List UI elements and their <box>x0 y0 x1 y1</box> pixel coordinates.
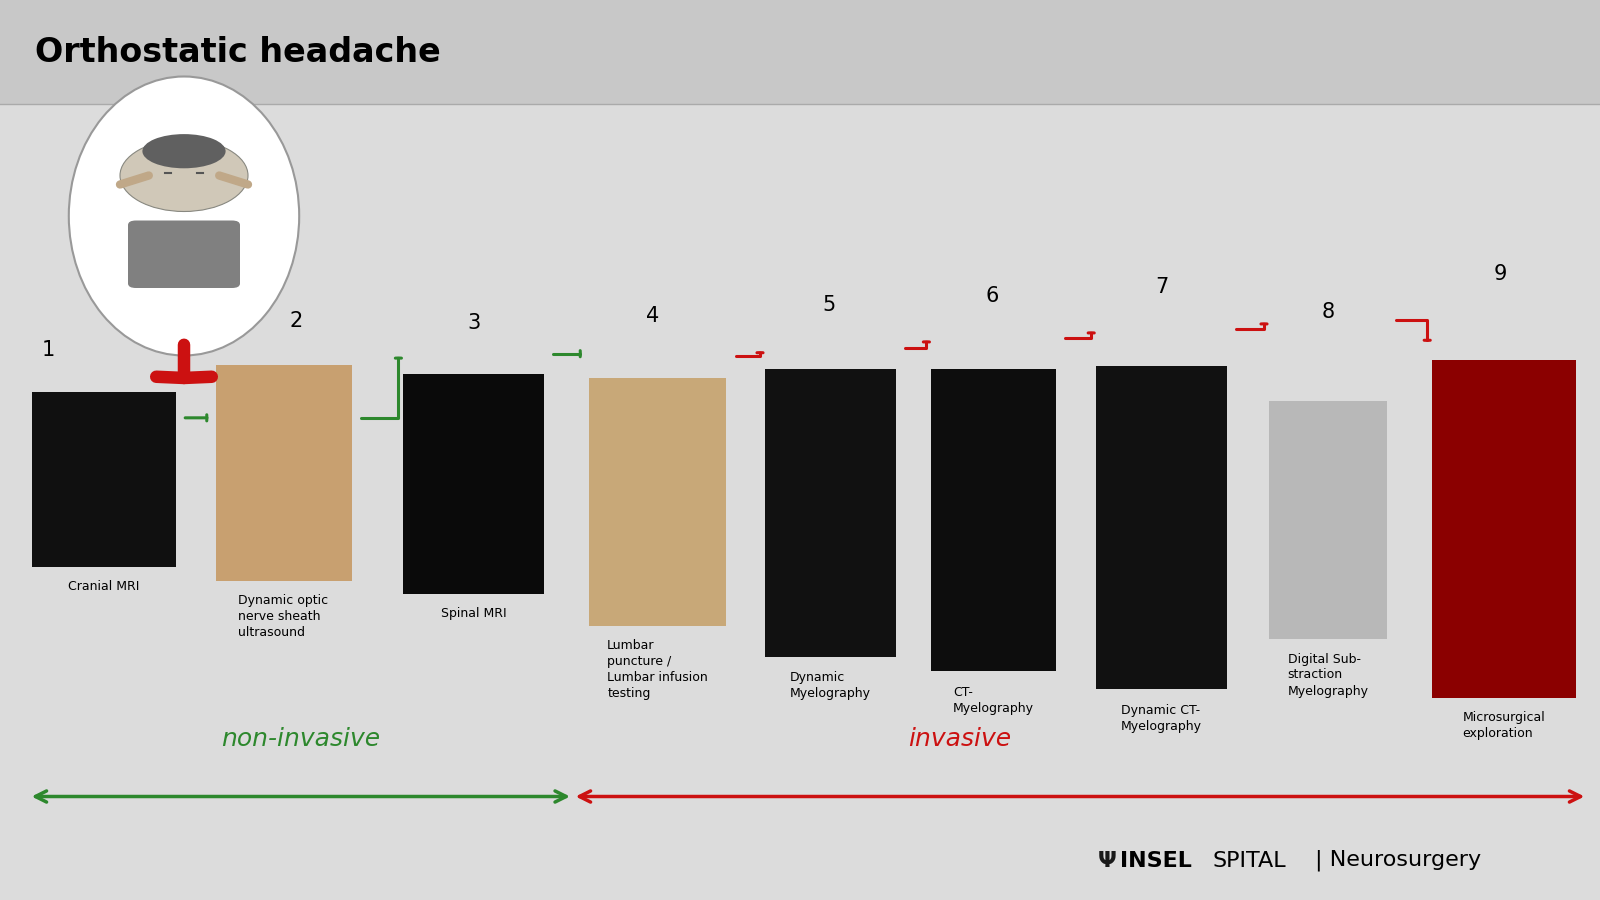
Ellipse shape <box>69 76 299 356</box>
Text: | Neurosurgery: | Neurosurgery <box>1315 850 1482 871</box>
FancyBboxPatch shape <box>931 369 1056 670</box>
Text: Orthostatic headache: Orthostatic headache <box>35 36 442 68</box>
FancyBboxPatch shape <box>128 220 240 288</box>
FancyBboxPatch shape <box>32 392 176 567</box>
Text: 8: 8 <box>1322 302 1334 322</box>
FancyBboxPatch shape <box>1096 366 1227 688</box>
Text: CT-
Myelography: CT- Myelography <box>954 686 1034 715</box>
FancyBboxPatch shape <box>1432 360 1576 698</box>
Text: Cranial MRI: Cranial MRI <box>69 580 139 593</box>
Text: Microsurgical
exploration: Microsurgical exploration <box>1462 711 1546 740</box>
Text: 6: 6 <box>986 286 998 306</box>
Text: 7: 7 <box>1155 277 1168 297</box>
Text: Digital Sub-
straction
Myelography: Digital Sub- straction Myelography <box>1288 652 1368 698</box>
FancyBboxPatch shape <box>589 378 726 626</box>
Text: 1: 1 <box>42 340 54 360</box>
Text: Spinal MRI: Spinal MRI <box>440 608 507 620</box>
Text: INSEL: INSEL <box>1120 851 1192 871</box>
FancyBboxPatch shape <box>216 364 352 580</box>
Text: 4: 4 <box>646 306 659 326</box>
Text: SPITAL: SPITAL <box>1213 851 1286 871</box>
FancyBboxPatch shape <box>0 0 1600 104</box>
Text: 2: 2 <box>290 311 302 331</box>
Text: 5: 5 <box>822 295 835 315</box>
Text: Dynamic CT-
Myelography: Dynamic CT- Myelography <box>1122 704 1202 733</box>
Ellipse shape <box>142 134 226 168</box>
Text: Dynamic
Myelography: Dynamic Myelography <box>790 670 870 699</box>
Text: 3: 3 <box>467 313 480 333</box>
Text: invasive: invasive <box>909 727 1011 752</box>
Circle shape <box>120 140 248 212</box>
FancyBboxPatch shape <box>403 374 544 594</box>
Text: Lumbar
puncture /
Lumbar infusion
testing: Lumbar puncture / Lumbar infusion testin… <box>608 639 707 700</box>
Text: Ψ: Ψ <box>1098 851 1117 871</box>
Text: 9: 9 <box>1494 264 1507 284</box>
Text: non-invasive: non-invasive <box>221 727 381 752</box>
FancyBboxPatch shape <box>1269 400 1387 639</box>
Text: Dynamic optic
nerve sheath
ultrasound: Dynamic optic nerve sheath ultrasound <box>238 594 328 639</box>
FancyBboxPatch shape <box>765 369 896 657</box>
